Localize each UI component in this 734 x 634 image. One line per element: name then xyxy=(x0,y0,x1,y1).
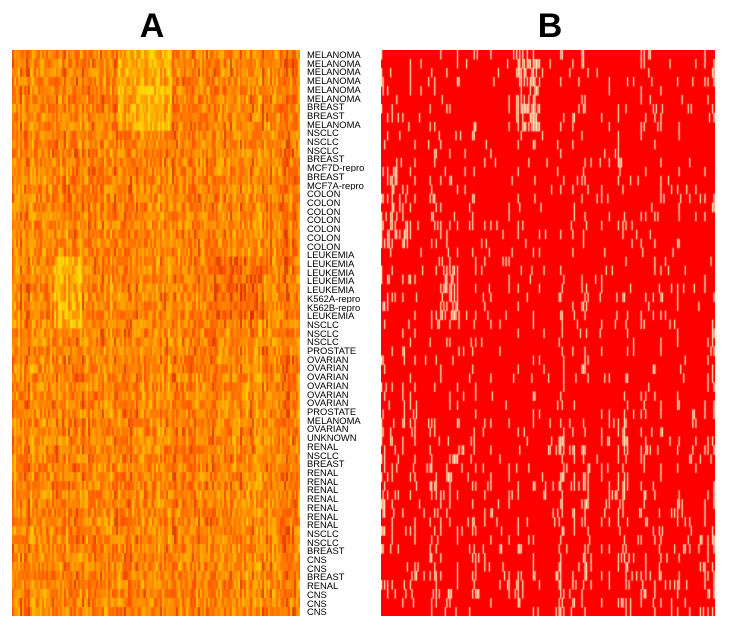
row-label: RENAL xyxy=(307,511,339,521)
row-label: K562A-repro xyxy=(307,293,361,303)
row-label: BREAST xyxy=(307,102,345,112)
row-label: BREAST xyxy=(307,110,345,120)
row-label: PROSTATE xyxy=(307,346,357,356)
row-label: COLON xyxy=(307,232,341,242)
row-label: BREAST xyxy=(307,154,345,164)
row-label: MCF7D-repro xyxy=(307,163,365,173)
row-label: BREAST xyxy=(307,459,345,469)
row-label: RENAL xyxy=(307,485,339,495)
row-label: RENAL xyxy=(307,441,339,451)
row-label: UNKNOWN xyxy=(307,433,357,443)
row-label: RENAL xyxy=(307,502,339,512)
row-label: MELANOMA xyxy=(307,119,361,129)
row-label: MELANOMA xyxy=(307,50,361,59)
heatmap-a xyxy=(12,50,300,616)
panel-b-title: B xyxy=(537,7,563,45)
row-label: COLON xyxy=(307,198,341,208)
row-label: NSCLC xyxy=(307,328,339,338)
row-label: MELANOMA xyxy=(307,76,361,86)
row-label: OVARIAN xyxy=(307,424,349,434)
row-label: COLON xyxy=(307,206,341,216)
row-label: NSCLC xyxy=(307,537,339,547)
row-label: BREAST xyxy=(307,572,345,582)
row-label: NSCLC xyxy=(307,528,339,538)
row-label: NSCLC xyxy=(307,337,339,347)
row-label: PROSTATE xyxy=(307,407,357,416)
row-label: NSCLC xyxy=(307,319,339,329)
row-labels: MELANOMA MELANOMA MELANOMA MELANOMA MELANOMA… xyxy=(307,50,377,616)
row-label: CNS xyxy=(307,555,327,565)
row-label: MELANOMA xyxy=(307,84,361,94)
row-label: MELANOMA xyxy=(307,58,361,68)
row-label: NSCLC xyxy=(307,128,339,138)
row-label: MELANOMA xyxy=(307,67,361,77)
row-label: CNS xyxy=(307,589,327,599)
row-label: CNS xyxy=(307,563,327,573)
row-label: BREAST xyxy=(307,171,345,181)
row-label: MELANOMA xyxy=(307,93,361,103)
row-label: RENAL xyxy=(307,476,339,486)
row-label: NSCLC xyxy=(307,137,339,147)
row-label: RENAL xyxy=(307,467,339,477)
row-label: COLON xyxy=(307,215,341,225)
row-label: NSCLC xyxy=(307,145,339,155)
row-label: RENAL xyxy=(307,520,339,530)
row-label: COLON xyxy=(307,224,341,234)
row-label: LEUKEMIA xyxy=(307,311,355,321)
row-label: LEUKEMIA xyxy=(307,276,355,286)
row-label: RENAL xyxy=(307,581,339,591)
heatmap-b xyxy=(381,50,715,616)
row-label: OVARIAN xyxy=(307,372,349,382)
row-label: CNS xyxy=(307,607,327,617)
row-label: NSCLC xyxy=(307,450,339,460)
row-label: LEUKEMIA xyxy=(307,258,355,268)
row-label: OVARIAN xyxy=(307,354,349,364)
row-label: COLON xyxy=(307,189,341,199)
row-label: LEUKEMIA xyxy=(307,285,355,295)
row-label: CNS xyxy=(307,598,327,608)
row-label: OVARIAN xyxy=(307,363,349,373)
row-label: OVARIAN xyxy=(307,380,349,390)
row-label: K562B-repro xyxy=(307,302,361,312)
row-label: OVARIAN xyxy=(307,389,349,399)
row-label: LEUKEMIA xyxy=(307,250,355,260)
row-label: LEUKEMIA xyxy=(307,267,355,277)
row-label: OVARIAN xyxy=(307,398,349,408)
panel-a-title: A xyxy=(139,7,165,45)
row-label: MELANOMA xyxy=(307,415,361,425)
row-label: RENAL xyxy=(307,494,339,504)
row-label: MCF7A-repro xyxy=(307,180,364,190)
row-label: COLON xyxy=(307,241,341,251)
row-label: BREAST xyxy=(307,546,345,556)
